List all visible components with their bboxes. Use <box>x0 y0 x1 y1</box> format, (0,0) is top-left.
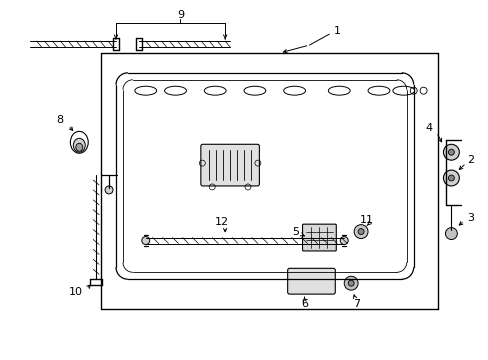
Ellipse shape <box>73 138 85 152</box>
Circle shape <box>340 237 347 244</box>
FancyBboxPatch shape <box>201 144 259 186</box>
Circle shape <box>344 276 357 290</box>
Circle shape <box>443 170 458 186</box>
Circle shape <box>353 225 367 239</box>
Text: 8: 8 <box>56 116 63 126</box>
Text: 7: 7 <box>353 299 360 309</box>
Text: 6: 6 <box>301 299 307 309</box>
Circle shape <box>357 229 364 235</box>
Circle shape <box>105 186 113 194</box>
FancyBboxPatch shape <box>302 224 336 251</box>
Circle shape <box>347 280 353 286</box>
Text: 5: 5 <box>291 226 299 237</box>
FancyBboxPatch shape <box>287 268 335 294</box>
Text: 9: 9 <box>177 10 183 20</box>
Circle shape <box>445 228 456 239</box>
Text: 2: 2 <box>466 155 473 165</box>
Circle shape <box>443 144 458 160</box>
Text: 11: 11 <box>359 215 373 225</box>
Circle shape <box>447 175 453 181</box>
Text: 12: 12 <box>215 217 229 227</box>
Circle shape <box>142 237 149 244</box>
Text: 3: 3 <box>466 213 473 223</box>
Text: 10: 10 <box>69 287 83 297</box>
Circle shape <box>447 149 453 155</box>
Ellipse shape <box>76 143 82 151</box>
Text: 4: 4 <box>424 123 431 134</box>
Text: 1: 1 <box>333 26 340 36</box>
